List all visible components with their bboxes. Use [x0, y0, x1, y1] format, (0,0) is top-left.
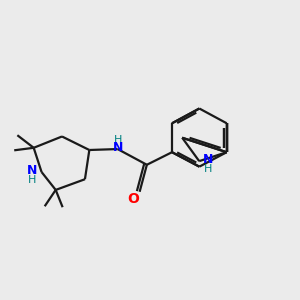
Text: O: O	[128, 192, 139, 206]
Text: H: H	[113, 135, 122, 145]
Text: H: H	[204, 164, 212, 174]
Text: H: H	[28, 175, 36, 185]
Text: N: N	[27, 164, 37, 177]
Text: N: N	[203, 153, 213, 167]
Text: N: N	[112, 141, 123, 154]
